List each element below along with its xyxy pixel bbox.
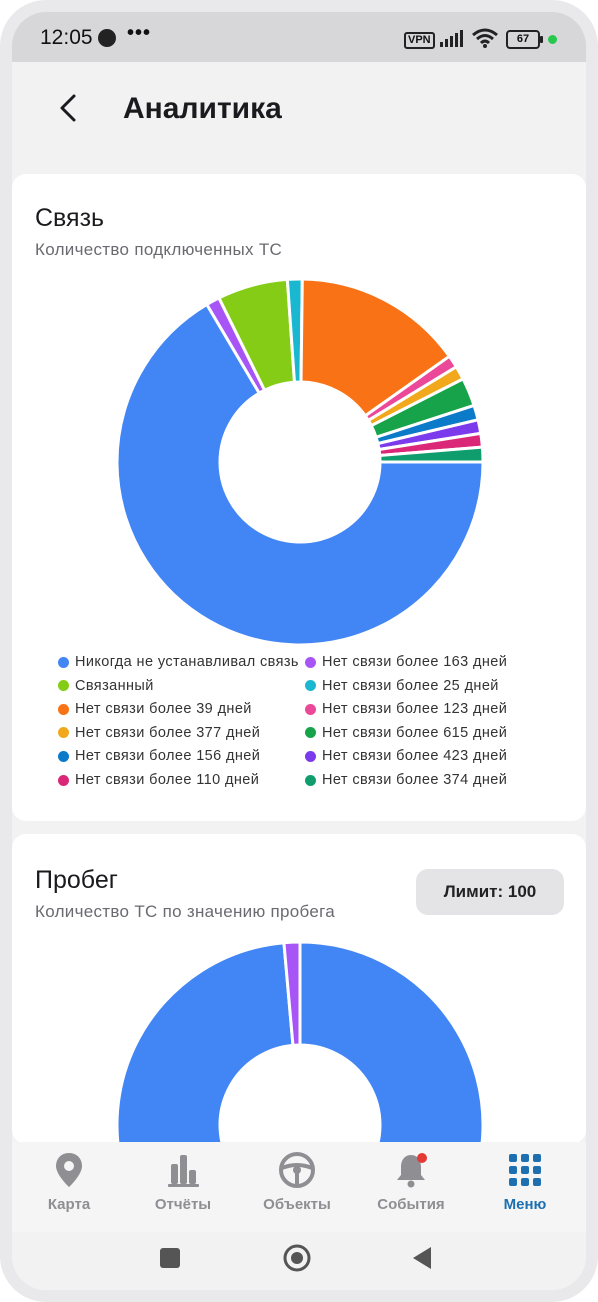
connection-card-subtitle: Количество подключенных ТС (35, 240, 283, 259)
mileage-donut-chart[interactable] (12, 834, 586, 1144)
connection-donut-chart[interactable] (12, 174, 586, 654)
legend-item[interactable]: Нет связи более 615 дней (305, 725, 507, 741)
legend-color-dot (58, 703, 69, 715)
donut-slice-0[interactable] (115, 302, 485, 647)
legend-item[interactable]: Нет связи более 39 дней (58, 701, 252, 717)
legend-label: Нет связи более 25 дней (322, 677, 499, 694)
legend-color-dot (305, 774, 316, 786)
legend-color-dot (58, 774, 69, 786)
legend-item[interactable]: Нет связи более 110 дней (58, 772, 259, 788)
grid-menu-icon (509, 1154, 541, 1186)
tab-menu[interactable]: Меню (468, 1150, 582, 1213)
legend-color-dot (305, 680, 316, 692)
recent-apps-icon[interactable] (158, 1246, 182, 1270)
legend-label: Нет связи более 39 дней (75, 701, 252, 718)
tab-objects[interactable]: Объекты (240, 1150, 354, 1213)
legend-label: Нет связи более 615 дней (322, 724, 508, 741)
bar-chart-icon (168, 1155, 199, 1187)
tab-events[interactable]: События (354, 1150, 468, 1213)
battery-icon: 67 (506, 30, 543, 49)
legend-label: Нет связи более 156 дней (75, 748, 261, 765)
status-time: 12:05 (40, 26, 93, 49)
legend-color-dot (58, 750, 69, 762)
legend-item[interactable]: Нет связи более 25 дней (305, 678, 499, 694)
more-notifications-icon: ••• (127, 22, 152, 44)
bottom-tab-bar: Карта Отчёты Объекты (12, 1142, 586, 1232)
legend-label: Нет связи более 110 дней (75, 772, 260, 788)
legend-color-dot (305, 727, 316, 739)
legend-item[interactable]: Нет связи более 423 дней (305, 748, 507, 764)
legend-label: Никогда не устанавливал связь (75, 654, 299, 670)
tab-menu-label: Меню (503, 1196, 547, 1213)
legend-item[interactable]: Нет связи более 163 дней (305, 654, 507, 670)
legend-item[interactable]: Нет связи более 123 дней (305, 701, 507, 717)
bell-icon (397, 1153, 427, 1188)
legend-label: Нет связи более 123 дней (322, 701, 508, 718)
donut-slice-1[interactable] (282, 940, 302, 1047)
status-bar: 12:05 ••• VPN 67 (12, 12, 586, 62)
signal-icon (440, 30, 463, 47)
back-nav-icon[interactable] (410, 1245, 434, 1271)
steering-wheel-icon (279, 1152, 315, 1188)
legend-color-dot (305, 703, 316, 715)
tab-map[interactable]: Карта (12, 1150, 126, 1213)
tab-reports-label: Отчёты (154, 1196, 212, 1213)
limit-button[interactable]: Лимит: 100 (416, 869, 564, 915)
connection-card: Связь Количество подключенных ТС Никогда… (12, 174, 586, 821)
mileage-card-title: Пробег (35, 866, 118, 894)
page-title: Аналитика (123, 92, 282, 125)
home-icon[interactable] (282, 1243, 312, 1273)
mileage-card: Пробег Количество ТС по значению пробега… (12, 834, 586, 1144)
app-notification-icon (98, 29, 116, 47)
map-pin-icon (56, 1153, 82, 1187)
system-nav-bar (12, 1232, 586, 1290)
back-arrow-icon[interactable] (52, 90, 88, 126)
app-header: Аналитика (12, 62, 586, 172)
donut-slice-0[interactable] (115, 940, 485, 1144)
legend-color-dot (305, 750, 316, 762)
privacy-indicator-icon (548, 35, 557, 44)
legend-item[interactable]: Связанный (58, 678, 154, 694)
legend-color-dot (58, 656, 69, 668)
wifi-icon (472, 28, 498, 48)
legend-label: Нет связи более 377 дней (75, 724, 261, 741)
legend-label: Нет связи более 163 дней (322, 654, 508, 670)
donut-slice-11[interactable] (378, 445, 485, 464)
notification-badge (417, 1153, 427, 1163)
legend-color-dot (305, 656, 316, 668)
tab-reports[interactable]: Отчёты (126, 1150, 240, 1213)
legend-item[interactable]: Нет связи более 156 дней (58, 748, 260, 764)
tab-map-label: Карта (47, 1196, 91, 1213)
mileage-card-subtitle: Количество ТС по значению пробега (35, 902, 336, 921)
connection-card-title: Связь (35, 204, 105, 232)
legend-item[interactable]: Нет связи более 374 дней (305, 772, 507, 788)
tab-objects-label: Объекты (263, 1196, 331, 1213)
vpn-icon: VPN (404, 32, 435, 49)
legend-item[interactable]: Нет связи более 377 дней (58, 725, 260, 741)
legend-color-dot (58, 727, 69, 739)
legend-item[interactable]: Никогда не устанавливал связь (58, 654, 299, 670)
legend-label: Нет связи более 374 дней (322, 772, 508, 788)
legend-label: Нет связи более 423 дней (322, 748, 508, 765)
tab-events-label: События (377, 1196, 445, 1213)
legend-color-dot (58, 680, 69, 692)
legend-label: Связанный (75, 677, 154, 694)
